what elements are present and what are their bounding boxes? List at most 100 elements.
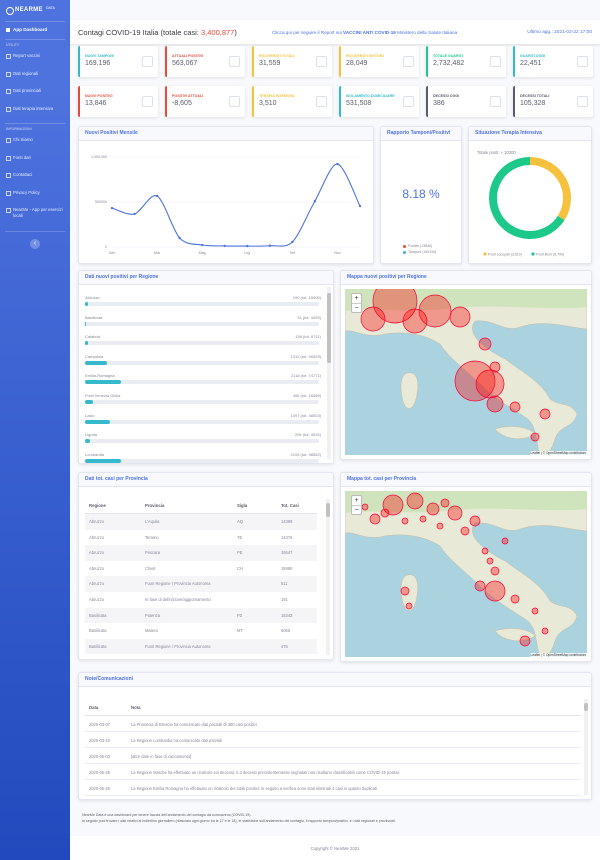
table-cell: TE — [237, 534, 243, 540]
stat-card: GUARITI OGGI 22,451 — [513, 46, 593, 77]
row-line — [85, 747, 581, 748]
progress-bg — [85, 360, 319, 365]
zoom-out[interactable]: − — [352, 303, 361, 313]
region-value: 495 (tot. 16369) — [292, 393, 321, 398]
table-cell: La Regione Emilia Romagna ha effettuato … — [131, 786, 377, 791]
menu-item[interactable]: Dati provinciali — [13, 88, 41, 93]
menu-item[interactable]: Privacy Policy — [13, 189, 40, 195]
scrollbar-track — [584, 699, 588, 795]
table-cell: Abruzzo — [89, 565, 105, 571]
zoom-control[interactable]: + − — [351, 293, 362, 313]
divider — [5, 231, 65, 232]
legend-dot — [403, 251, 406, 254]
map-attribution: Leaflet | © OpenStreetMap contributors — [529, 451, 587, 455]
menu-icon — [6, 28, 10, 32]
map-bubble — [490, 566, 500, 576]
zoom-out[interactable]: − — [352, 505, 361, 515]
point — [223, 244, 226, 248]
row-line — [85, 795, 581, 796]
stat-card: ATTUALI POSITIVI 563,067 — [165, 46, 245, 77]
scrollbar-thumb — [327, 293, 331, 363]
map-bubble — [436, 522, 444, 530]
card-value: 563,067 — [172, 60, 198, 67]
point — [291, 240, 294, 244]
menu-icon — [6, 71, 11, 77]
copyright: Copyright © NearMe 2021 — [310, 846, 360, 851]
stat-card: TERAPIA INTENSIVA 3,510 — [252, 86, 332, 117]
table-cell: PE — [237, 550, 243, 556]
map-bubble — [402, 308, 428, 334]
panel-title: Mappa tot. casi per Provincia — [341, 473, 591, 487]
region-name: Liguria — [85, 432, 98, 438]
progress-bg — [85, 321, 319, 326]
table-cell: 15342 — [281, 612, 293, 618]
table-cell: Basilicata — [89, 612, 107, 618]
x-tick-label: Mag — [199, 251, 206, 255]
menu-item[interactable]: Report vaccini — [13, 53, 41, 58]
zoom-control[interactable]: + − — [351, 495, 362, 515]
x-tick-label: Set — [290, 251, 295, 255]
region-name: Friuli Venezia Giulia — [85, 393, 121, 398]
progress-bg — [85, 439, 319, 444]
sidebar: NEARME DATA App Dashboard UTILITY Report vac… — [0, 0, 70, 860]
card-icon — [229, 56, 240, 67]
card-value: 3,510 — [259, 100, 277, 107]
land — [400, 574, 419, 611]
map-bubble — [530, 432, 540, 442]
card-label: NUOVI POSITIVI — [85, 94, 113, 98]
notes-panel: Note/Comunicazioni Data Nota 2020-03-07 La P… — [78, 672, 592, 800]
panel-title: Note/Comunicazioni — [79, 673, 591, 687]
map-panel: Mappa nuovi positivi per Regione + − Leafle… — [340, 270, 592, 460]
donut-panel: Situazione Terapia Intensiva Totale posti… — [468, 126, 592, 264]
map-bubble — [360, 306, 386, 332]
map-bubble — [447, 505, 463, 521]
table-header: Regione — [89, 503, 106, 508]
menu-item[interactable]: NearMe - App per esercizi locali — [13, 207, 63, 218]
table-cell: Basilicata — [89, 643, 107, 649]
menu-item-active[interactable]: App Dashboard — [13, 27, 48, 32]
menu-item[interactable]: Dati terapia intensiva — [13, 105, 54, 111]
point — [155, 194, 159, 198]
map-bubble — [440, 498, 450, 508]
card-label: GUARITI OGGI — [520, 54, 546, 58]
point — [358, 204, 362, 208]
land — [345, 491, 587, 657]
y-tick-label: 1,000,000 — [91, 155, 107, 159]
panel-title: Nuovi Positivi Mensile — [79, 127, 373, 141]
card-icon — [316, 96, 327, 107]
sidebar-toggle[interactable]: ‹ — [30, 239, 40, 249]
card-label: TERAPIA INTENSIVA — [259, 94, 295, 98]
region-value: 2105 (tot. 98562) — [290, 451, 321, 457]
progress-bg — [85, 302, 319, 306]
table-header: Tot. Casi — [281, 503, 299, 508]
card-value: 2,732,482 — [433, 60, 465, 67]
table-cell: PZ — [237, 612, 243, 618]
point — [313, 199, 317, 203]
region-value: 294 (tot. 4024) — [294, 432, 321, 438]
divider — [5, 21, 65, 22]
panel-title: Dati tot. casi per Provincia — [79, 473, 333, 487]
table-cell: L'Aquila — [145, 519, 160, 524]
menu-item[interactable]: Chi Siamo — [13, 137, 33, 142]
stat-card: TOTALE GUARITI 2,732,482 — [426, 46, 506, 77]
table-cell: MT — [237, 628, 243, 634]
legend-label: Positivi (13846) — [408, 244, 433, 248]
region-value: 2118 (tot. 74771) — [290, 373, 321, 379]
vaccine-link[interactable]: Clicca qui per seguire il Report sui VAC… — [272, 30, 457, 35]
progress-bg — [85, 419, 319, 424]
map-bubble — [489, 361, 501, 373]
brand: NEARME — [15, 7, 43, 13]
zoom-in[interactable]: + — [354, 497, 359, 504]
menu-item[interactable]: Contattaci — [13, 172, 33, 177]
x-tick-label: Mar — [154, 251, 161, 255]
zoom-in[interactable]: + — [354, 295, 359, 302]
stat-card: POSITIVI ATTUALI -8,605 — [165, 86, 245, 117]
menu-item[interactable]: Dati regionali — [13, 70, 39, 76]
row-stripe — [85, 576, 317, 592]
title-suffix: ) — [234, 28, 237, 37]
menu-item[interactable]: Fonti dati — [13, 154, 31, 160]
menu-icon — [6, 138, 11, 143]
line — [111, 163, 361, 247]
table-cell: Teramo — [145, 534, 159, 540]
table-header-line — [85, 513, 317, 514]
